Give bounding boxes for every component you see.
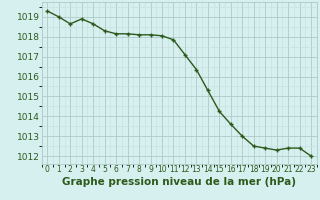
X-axis label: Graphe pression niveau de la mer (hPa): Graphe pression niveau de la mer (hPa)	[62, 177, 296, 187]
